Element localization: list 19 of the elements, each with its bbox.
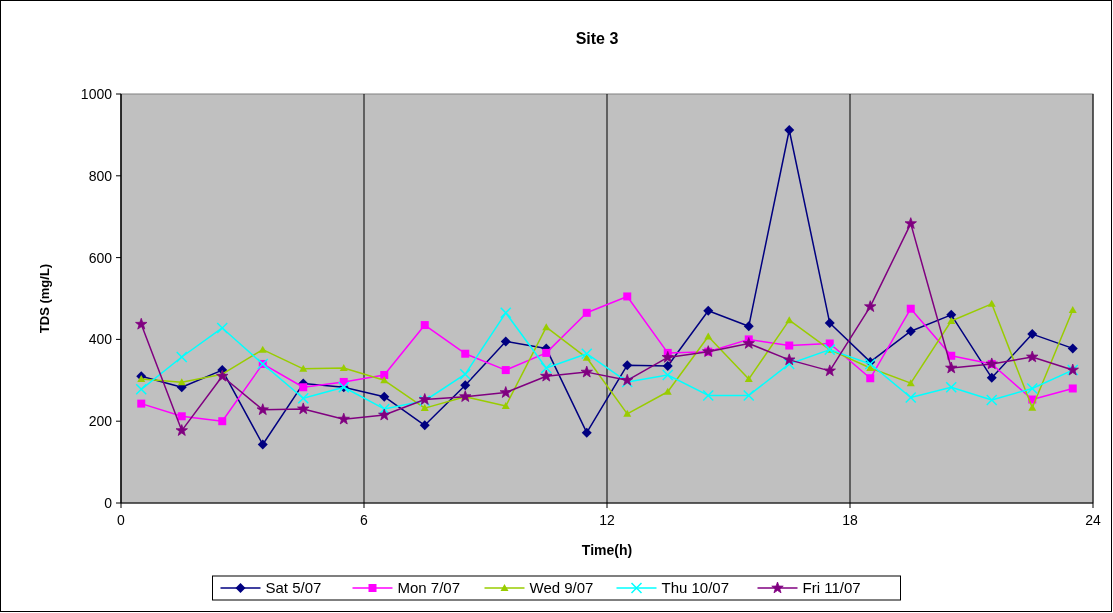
x-tick-label: 6 [360,512,369,528]
legend-label: Fri 11/07 [802,579,861,596]
x-axis-title: Time(h) [581,542,633,558]
x-tick-label: 18 [842,512,858,528]
legend-label: Sat 5/07 [265,579,322,596]
y-tick-label: 1000 [80,86,113,102]
x-tick-label: 24 [1085,512,1101,528]
x-tick-label: 0 [117,512,126,528]
y-tick-label: 600 [88,249,113,266]
legend-label: Thu 10/07 [661,579,730,596]
x-tick-label: 12 [599,512,615,528]
y-tick-label: 800 [88,167,113,184]
y-axis-title: TDS (mg/L) [37,263,52,334]
y-tick-label: 200 [88,413,113,430]
chart-title: Site 3 [575,30,619,47]
y-tick-label: 0 [104,495,113,511]
legend-label: Wed 9/07 [529,579,594,596]
y-tick-label: 400 [88,331,113,348]
legend-label: Mon 7/07 [397,579,461,596]
